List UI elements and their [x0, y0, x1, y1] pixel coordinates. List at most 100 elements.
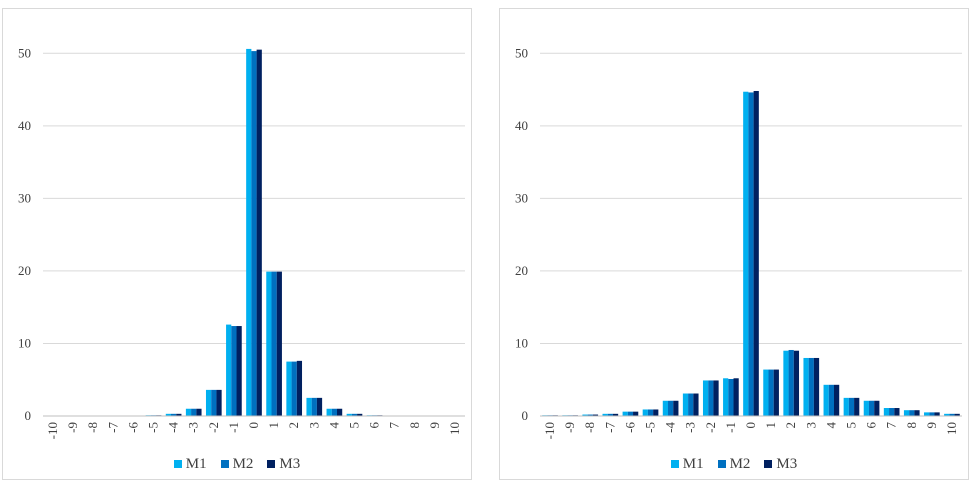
- x-tick-label: 10: [944, 422, 959, 435]
- x-tick-label: 1: [763, 422, 778, 429]
- x-tick-label: 10: [447, 422, 462, 435]
- bar-m1: [823, 384, 829, 416]
- bar-m2: [909, 410, 915, 416]
- x-tick-label: -10: [542, 422, 557, 439]
- legend-item-m1: M1: [173, 455, 207, 473]
- bar-m1: [642, 409, 648, 416]
- y-tick-label: 0: [522, 408, 529, 423]
- bar-m3: [633, 411, 639, 416]
- bar-m2: [587, 414, 593, 416]
- bar-m3: [934, 412, 940, 416]
- bar-m2: [848, 397, 855, 416]
- bar-m3: [236, 326, 242, 416]
- y-tick-label: 30: [18, 190, 31, 205]
- bar-m3: [813, 357, 820, 416]
- bar-m2: [808, 357, 814, 416]
- bar-m1: [944, 413, 950, 416]
- legend-item-m3: M3: [764, 456, 797, 473]
- y-tick-label: 40: [18, 118, 31, 133]
- bar-m2: [828, 384, 834, 416]
- x-tick-label: 7: [387, 422, 402, 429]
- legend-item-m1: M1: [670, 456, 704, 473]
- y-tick-label: 20: [18, 263, 31, 278]
- legend-label-m2: M2: [232, 455, 254, 472]
- y-tick-label: 30: [515, 190, 528, 205]
- x-tick-label: 6: [367, 422, 382, 429]
- chart-legend: M1 M2 M3: [500, 455, 968, 473]
- bar-m2: [688, 393, 694, 416]
- bar-m1: [883, 408, 890, 416]
- bar-m3: [954, 413, 960, 416]
- x-tick-label: -7: [602, 422, 617, 433]
- bar-m1: [743, 91, 749, 417]
- bar-m1: [226, 324, 232, 416]
- bar-m2: [627, 411, 634, 416]
- bar-m3: [216, 389, 222, 416]
- bar-m1: [863, 400, 869, 416]
- bar-m2: [647, 409, 654, 416]
- x-tick-label: 7: [884, 422, 899, 429]
- legend-swatch-m1: [173, 460, 182, 468]
- x-tick-label: 9: [924, 422, 939, 429]
- legend-label-m2: M2: [729, 455, 751, 472]
- x-tick-label: -6: [125, 422, 140, 433]
- bar-m1: [602, 413, 608, 416]
- bar-m3: [653, 409, 659, 416]
- bar-m1: [843, 397, 849, 416]
- bar-m3: [673, 400, 679, 416]
- bar-m3: [914, 410, 920, 416]
- bar-m1: [763, 369, 769, 416]
- bar-m1: [723, 378, 729, 416]
- x-tick-label: -3: [186, 422, 201, 433]
- bar-m1: [783, 350, 789, 416]
- x-tick-label: -7: [105, 422, 120, 433]
- bar-m3: [296, 360, 303, 416]
- bar-m2: [251, 51, 257, 416]
- x-tick-label: 1: [266, 422, 281, 429]
- x-tick-label: 8: [904, 422, 919, 429]
- bar-m1: [903, 410, 910, 416]
- x-tick-label: 6: [864, 422, 879, 429]
- x-tick-label: -5: [643, 422, 658, 433]
- bar-m1: [205, 389, 212, 416]
- bar-m1: [346, 413, 352, 416]
- bar-m3: [874, 400, 880, 416]
- bar-m2: [607, 413, 613, 416]
- bar-m3: [256, 49, 262, 417]
- bar-m3: [793, 350, 800, 416]
- bar-m2: [949, 413, 955, 416]
- bar-m2: [171, 413, 177, 416]
- bar-m2: [929, 412, 935, 416]
- bar-m1: [682, 393, 689, 416]
- legend-label-m1: M1: [185, 455, 207, 472]
- legend-item-m3: M3: [267, 456, 300, 473]
- chart-panel-left: 0 10 20 30 40 50 -10 -9 -8 -7 -6 -5 -4 -3 -2 -1 0 1 2 3 4 5 6 7…: [2, 8, 472, 480]
- bar-m3: [773, 369, 779, 416]
- bar-m2: [191, 408, 197, 416]
- bar-m2: [748, 92, 754, 417]
- bar-m1: [662, 400, 669, 416]
- bar-m1: [165, 413, 172, 416]
- legend-swatch-m2: [220, 460, 229, 468]
- bar-m2: [728, 379, 734, 416]
- x-tick-label: 8: [407, 422, 422, 429]
- x-tick-label: 3: [803, 422, 818, 429]
- x-tick-label: -3: [683, 422, 698, 433]
- x-tick-label: -2: [703, 422, 718, 433]
- bar-m3: [854, 397, 860, 416]
- y-tick-label: 10: [18, 335, 31, 350]
- legend-swatch-m3: [764, 460, 773, 468]
- x-tick-label: 9: [427, 422, 442, 429]
- bar-m2: [889, 408, 895, 416]
- bar-m1: [924, 412, 930, 416]
- x-tick-label: 0: [246, 422, 261, 429]
- y-tick-label: 50: [515, 45, 528, 60]
- x-tick-label: -1: [723, 422, 738, 433]
- bar-m2: [768, 369, 774, 416]
- bar-m2: [271, 271, 277, 416]
- bar-m2: [231, 326, 237, 416]
- bar-m3: [336, 408, 343, 416]
- bar-m1: [702, 380, 709, 416]
